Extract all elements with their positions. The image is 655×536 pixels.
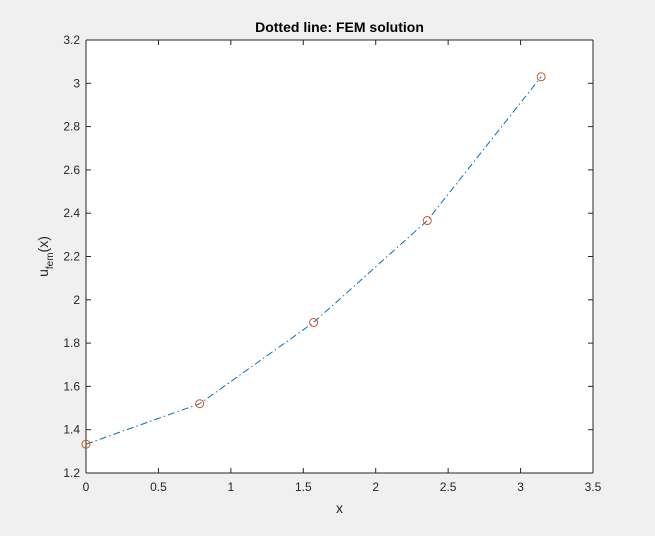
data-point-marker — [195, 399, 205, 409]
y-ticks: 1.2 1.4 1.6 1.8 2 2.2 2.4 2.6 2.8 3 3.2 — [63, 33, 593, 480]
chart-title: Dotted line: FEM solution — [255, 19, 424, 35]
series-markers — [81, 72, 546, 449]
x-tick-label: 0 — [83, 480, 90, 494]
plot-area — [86, 40, 593, 473]
y-tick-label: 1.6 — [63, 379, 80, 393]
x-tick-label: 1 — [228, 480, 235, 494]
y-tick-label: 2.6 — [63, 163, 80, 177]
y-tick-label: 1.8 — [63, 336, 80, 350]
y-tick-label: 1.2 — [63, 466, 80, 480]
data-point-marker — [81, 439, 91, 449]
x-ticks: 0 0.5 1 1.5 2 2.5 3 3.5 — [83, 40, 602, 494]
x-axis-label: x — [336, 500, 343, 516]
y-axis-label-subscript: fem — [45, 252, 56, 269]
y-tick-label: 1.4 — [63, 423, 80, 437]
series-lines — [85, 76, 542, 445]
data-point-marker — [422, 216, 432, 226]
y-axis-label-main: u — [35, 269, 51, 277]
y-tick-label: 3 — [73, 76, 80, 90]
y-tick-label: 2 — [73, 293, 80, 307]
x-tick-label: 3 — [517, 480, 524, 494]
y-tick-label: 2.2 — [63, 250, 80, 264]
svg-text:ufem(x): ufem(x) — [35, 236, 56, 277]
y-tick-label: 2.4 — [63, 206, 80, 220]
y-axis-label-tail: (x) — [35, 236, 51, 252]
data-point-marker — [536, 72, 546, 82]
x-tick-label: 2 — [372, 480, 379, 494]
y-tick-label: 3.2 — [63, 33, 80, 47]
data-point-marker — [309, 318, 319, 328]
y-axis-label: ufem(x) — [35, 236, 56, 277]
x-tick-label: 0.5 — [150, 480, 167, 494]
y-tick-label: 2.8 — [63, 120, 80, 134]
x-tick-label: 2.5 — [440, 480, 457, 494]
x-tick-label: 1.5 — [295, 480, 312, 494]
x-tick-label: 3.5 — [585, 480, 602, 494]
series-line — [85, 76, 542, 445]
